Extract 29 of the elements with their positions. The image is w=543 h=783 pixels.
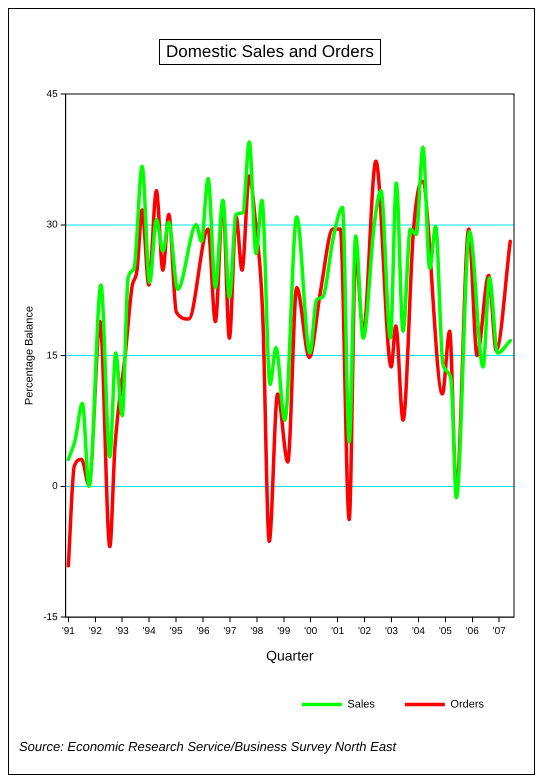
x-axis-title: Quarter — [266, 647, 314, 664]
source-note: Source: Economic Research Service/Business Survey North East — [19, 739, 396, 754]
y-tick-label: 15 — [46, 350, 58, 362]
y-tick-label: 0 — [52, 481, 58, 492]
x-tick-label: '95 — [170, 626, 184, 637]
legend-label: Orders — [450, 698, 484, 711]
x-tick-label: '96 — [196, 626, 210, 637]
x-tick-label: '01 — [331, 626, 345, 637]
x-tick-label: '98 — [250, 626, 264, 637]
x-tick-label: '97 — [223, 626, 237, 637]
chart-title: Domestic Sales and Orders — [159, 39, 381, 65]
x-tick-label: '03 — [384, 626, 398, 637]
x-tick-label: '00 — [304, 626, 318, 637]
x-tick-label: '91 — [62, 626, 76, 637]
y-axis-title: Percentage Balance — [24, 306, 36, 406]
y-tick-label: 45 — [46, 88, 58, 100]
x-tick-label: '04 — [412, 626, 426, 637]
x-tick-label: '07 — [492, 626, 506, 637]
x-tick-label: '06 — [466, 626, 480, 637]
x-tick-label: '05 — [438, 626, 452, 637]
x-tick-label: '02 — [358, 626, 372, 637]
x-tick-label: '99 — [277, 626, 291, 637]
y-tick-label: 30 — [46, 220, 58, 231]
y-tick-label: -15 — [43, 612, 58, 623]
x-tick-label: '94 — [142, 626, 156, 637]
line-series — [66, 140, 512, 500]
x-tick-label: '92 — [88, 626, 102, 637]
legend-label: Sales — [347, 698, 376, 711]
x-tick-label: '93 — [116, 626, 130, 637]
